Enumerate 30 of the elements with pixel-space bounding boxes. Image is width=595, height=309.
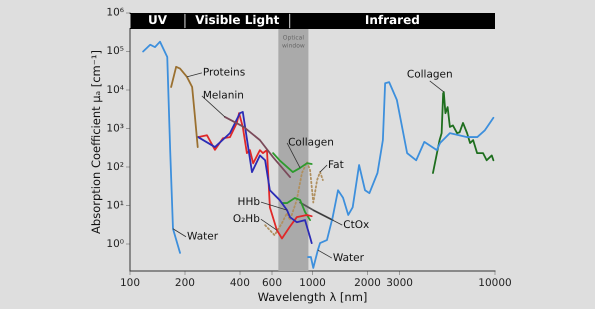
annotation: Collagen xyxy=(406,68,453,81)
x-tick-label: 10000 xyxy=(478,277,512,290)
annotation: Water xyxy=(332,252,365,264)
annotation: Water xyxy=(186,230,219,242)
y-tick-label: 10⁶ xyxy=(106,6,124,19)
annotation: CtOx xyxy=(343,218,370,231)
y-tick-label: 10¹ xyxy=(106,199,124,212)
x-tick-label: 2000 xyxy=(354,277,381,290)
band-label: Visible Light xyxy=(195,13,280,28)
y-tick-label: 10⁰ xyxy=(106,238,124,250)
annotation: Collagen xyxy=(288,136,334,149)
x-tick-label: 200 xyxy=(174,277,195,290)
y-tick-label: 10³ xyxy=(106,122,124,134)
y-axis-title: Absorption Coefficient μₐ [cm⁻¹] xyxy=(88,50,103,234)
x-tick-label: 600 xyxy=(262,277,282,290)
x-tick-label: 100 xyxy=(120,277,140,290)
annotation: O₂Hb xyxy=(232,212,260,225)
y-tick-label: 10² xyxy=(106,160,124,173)
x-tick-label: 400 xyxy=(230,277,250,290)
y-tick-label: 10⁴ xyxy=(106,84,124,96)
annotation: Proteins xyxy=(202,66,246,79)
x-tick-label: 1000 xyxy=(299,277,326,290)
x-tick-label: 3000 xyxy=(386,277,413,290)
y-tick-label: 10⁵ xyxy=(106,45,124,58)
band-label: Infrared xyxy=(364,13,420,28)
annotation: Fat xyxy=(328,158,344,171)
x-axis-title: Wavelength λ [nm] xyxy=(258,290,368,304)
band-label: UV xyxy=(148,13,168,28)
annotation: HHb xyxy=(238,196,260,208)
annotation: Melanin xyxy=(202,90,244,102)
